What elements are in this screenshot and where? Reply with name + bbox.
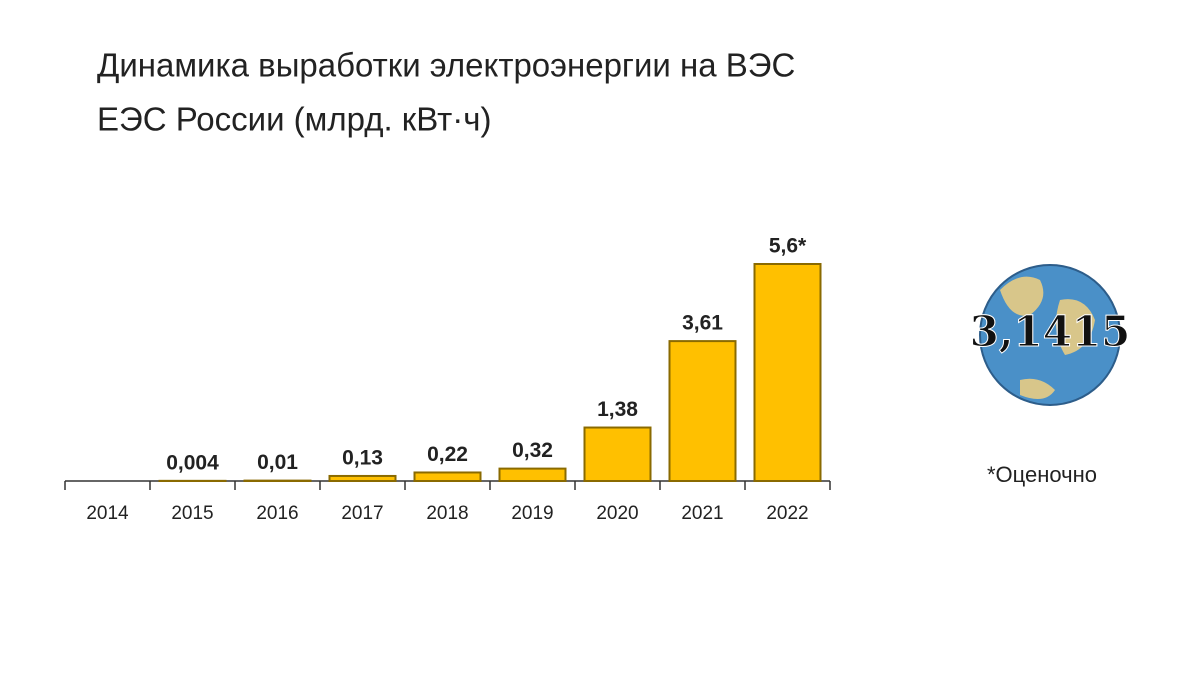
logo-text: 3,1415 (970, 307, 1131, 356)
bar (498, 467, 567, 483)
bar (328, 474, 397, 482)
value-label: 0,004 (166, 451, 219, 474)
bar (753, 263, 822, 482)
value-label: 3,61 (682, 312, 723, 335)
value-label: 0,32 (512, 439, 553, 462)
logo: 3,1415 (969, 264, 1131, 406)
chart-title: Динамика выработки электроэнергии на ВЭС (97, 47, 795, 84)
x-tick-label: 2019 (511, 503, 553, 524)
x-tick-label: 2014 (86, 503, 129, 524)
bar (668, 340, 737, 482)
x-tick-label: 2017 (341, 503, 383, 524)
x-tick-label: 2015 (171, 503, 213, 524)
x-tick-label: 2016 (256, 503, 298, 524)
value-label: 0,13 (342, 447, 383, 470)
chart-title: ЕЭС России (млрд. кВт·ч) (97, 101, 491, 138)
continents (1000, 276, 1095, 399)
annotation: *Оценочно (987, 462, 1097, 487)
x-tick-label: 2018 (426, 503, 468, 524)
bar (583, 426, 652, 482)
bar (413, 471, 482, 483)
x-tick-label: 2020 (596, 503, 638, 524)
value-label: 0,22 (427, 443, 468, 466)
x-tick-label: 2022 (766, 503, 808, 524)
value-label: 1,38 (597, 398, 638, 421)
x-tick-label: 2021 (681, 503, 723, 524)
value-label: 5,6* (769, 235, 807, 258)
value-label: 0,01 (257, 451, 298, 474)
